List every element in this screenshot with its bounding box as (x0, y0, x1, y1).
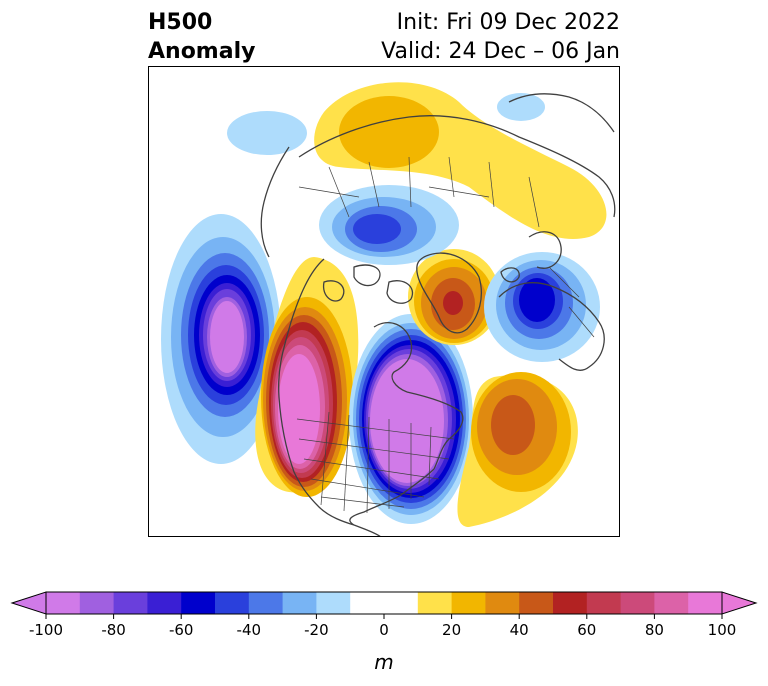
colorbar-tick-label: -40 (237, 621, 262, 639)
colorbar-bin (113, 592, 148, 614)
colorbar-tick-label: -100 (29, 621, 63, 639)
colorbar-bin (46, 592, 81, 614)
north-atlantic-ridge (457, 372, 578, 527)
map-frame (148, 66, 620, 537)
north-pacific-low (161, 214, 281, 464)
colorbar-bins (46, 592, 723, 614)
colorbar-units-label: m (374, 650, 393, 674)
colorbar-bin (215, 592, 250, 614)
colorbar-tick-label: -80 (101, 621, 126, 639)
east-asia-trough (227, 93, 545, 155)
colorbar-bin (688, 592, 723, 614)
colorbar-bin (620, 592, 655, 614)
colorbar-bin (654, 592, 689, 614)
colorbar-bin (553, 592, 588, 614)
coastlines (260, 93, 616, 536)
init-date-label: Init: Fri 09 Dec 2022 (396, 10, 620, 35)
colorbar-tick-label: 20 (442, 621, 461, 639)
colorbar-tick-label: 60 (577, 621, 596, 639)
colorbar-bin (282, 592, 317, 614)
map-title-left: H500 Anomaly (148, 8, 255, 66)
colorbar-bin (316, 592, 351, 614)
colorbar: -100 -80 -60 -40 -20 0 20 40 60 80 100 m (10, 591, 758, 674)
colorbar-bin (79, 592, 115, 614)
colorbar-tick-label: -20 (304, 621, 329, 639)
variable-label: H500 (148, 10, 213, 35)
colorbar-bin (147, 592, 182, 614)
colorbar-bin (519, 592, 554, 614)
colorbar-tick-label: -60 (169, 621, 194, 639)
colorbar-tick-label: 100 (708, 621, 737, 639)
colorbar-tick-label: 0 (379, 621, 389, 639)
colorbar-tick-label: 40 (510, 621, 529, 639)
colorbar-bin (181, 592, 216, 614)
colorbar-bin (451, 592, 486, 614)
colorbar-extend-max (721, 591, 758, 615)
colorbar-bin (350, 592, 419, 614)
anomaly-map (161, 82, 616, 536)
valid-range-label: Valid: 24 Dec – 06 Jan (381, 39, 620, 64)
political-borders (296, 156, 595, 514)
colorbar-ticks: -100 -80 -60 -40 -20 0 20 40 60 80 100 (29, 614, 736, 639)
europe-trough (484, 252, 600, 362)
colorbar-tick-label: 80 (645, 621, 664, 639)
colorbar-bin (485, 592, 520, 614)
colorbar-bin (417, 592, 453, 614)
arctic-low (319, 185, 459, 265)
colorbar-bin (248, 592, 284, 614)
map-title-right: Init: Fri 09 Dec 2022 Valid: 24 Dec – 06… (381, 8, 620, 66)
colorbar-extend-min (10, 591, 47, 615)
field-type-label: Anomaly (148, 39, 256, 64)
colorbar-bin (586, 592, 622, 614)
